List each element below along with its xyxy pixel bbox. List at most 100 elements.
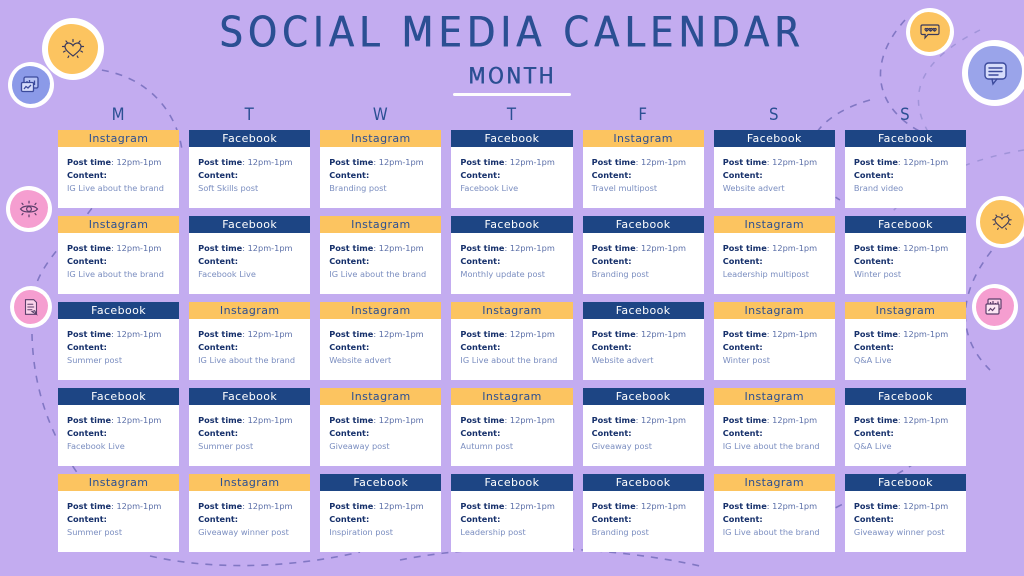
calendar-cell[interactable]: Instagram Post time: 12pm-1pm Content: IG L… xyxy=(451,301,573,380)
content-label: Content: xyxy=(592,513,696,525)
cell-platform-label: Instagram xyxy=(713,387,835,405)
calendar-cell[interactable]: Facebook Post time: 12pm-1pm Content: Websi… xyxy=(582,301,704,380)
cell-body: Post time: 12pm-1pm Content: Leadership po… xyxy=(451,491,572,552)
post-time-line: Post time: 12pm-1pm xyxy=(592,328,696,340)
post-time-line: Post time: 12pm-1pm xyxy=(198,328,302,340)
calendar-cell[interactable]: Facebook Post time: 12pm-1pm Content: Summe… xyxy=(58,301,180,380)
post-time-value: 12pm-1pm xyxy=(903,156,949,167)
content-value: IG Live about the brand xyxy=(198,354,296,365)
content-value: Travel multipost xyxy=(591,182,658,193)
post-time-separator: : xyxy=(897,156,901,167)
calendar-cell[interactable]: Instagram Post time: 12pm-1pm Content: IG L… xyxy=(713,387,835,466)
calendar-cell[interactable]: Instagram Post time: 12pm-1pm Content: Give… xyxy=(320,387,442,466)
calendar-cell[interactable]: Facebook Post time: 12pm-1pm Content: Faceb… xyxy=(189,215,311,294)
post-time-value: 12pm-1pm xyxy=(116,414,162,425)
calendar-cell[interactable]: Facebook Post time: 12pm-1pm Content: Summe… xyxy=(189,387,311,466)
calendar-cell[interactable]: Facebook Post time: 12pm-1pm Content: Month… xyxy=(451,215,573,294)
calendar-cell[interactable]: Facebook Post time: 12pm-1pm Content: Websi… xyxy=(713,129,835,208)
post-time-separator: : xyxy=(635,156,639,167)
content-label: Content: xyxy=(198,427,302,439)
content-label: Content: xyxy=(329,341,433,353)
post-time-label: Post time xyxy=(67,328,112,339)
post-time-value: 12pm-1pm xyxy=(772,414,818,425)
calendar-cell[interactable]: Facebook Post time: 12pm-1pm Content: Brand… xyxy=(844,129,966,208)
post-time-separator: : xyxy=(111,414,114,425)
cell-body: Post time: 12pm-1pm Content: IG Live about… xyxy=(714,405,835,466)
calendar-cell[interactable]: Facebook Post time: 12pm-1pm Content: Inspi… xyxy=(320,473,442,552)
calendar-cell[interactable]: Instagram Post time: 12pm-1pm Content: Give… xyxy=(189,473,311,552)
content-value: Summer post xyxy=(67,526,123,537)
cell-platform-label: Facebook xyxy=(582,473,704,491)
calendar-cell[interactable]: Facebook Post time: 12pm-1pm Content: Faceb… xyxy=(58,387,180,466)
content-label-text: Content: xyxy=(853,428,894,439)
content-value: Inspiration post xyxy=(329,526,393,537)
calendar-cell[interactable]: Facebook Post time: 12pm-1pm Content: Givea… xyxy=(844,473,966,552)
calendar-cell[interactable]: Instagram Post time: 12pm-1pm Content: IG L… xyxy=(189,301,311,380)
calendar-cell[interactable]: Instagram Post time: 12pm-1pm Content: IG L… xyxy=(320,215,442,294)
calendar-cell[interactable]: Instagram Post time: 12pm-1pm Content: Q&A … xyxy=(844,301,966,380)
content-label-text: Content: xyxy=(591,170,632,181)
content-label: Content: xyxy=(198,513,302,525)
content-label: Content: xyxy=(460,427,564,439)
calendar-cell[interactable]: Facebook Post time: 12pm-1pm Content: Winte… xyxy=(844,215,966,294)
cell-body: Post time: 12pm-1pm Content: Brand video xyxy=(845,147,966,208)
calendar-cell[interactable]: Instagram Post time: 12pm-1pm Content: Trav… xyxy=(582,129,704,208)
cell-body: Post time: 12pm-1pm Content: Soft Skills p… xyxy=(189,147,310,208)
post-time-separator: : xyxy=(111,500,114,511)
calendar-cell[interactable]: Facebook Post time: 12pm-1pm Content: Soft … xyxy=(189,129,311,208)
post-time-label: Post time xyxy=(198,328,243,339)
post-time-line: Post time: 12pm-1pm xyxy=(329,156,433,168)
calendar-cell[interactable]: Instagram Post time: 12pm-1pm Content: IG L… xyxy=(58,215,180,294)
content-label: Content: xyxy=(198,169,302,181)
cell-platform-label: Instagram xyxy=(58,129,180,147)
content-value: Website advert xyxy=(329,354,392,365)
content-label: Content: xyxy=(854,255,958,267)
calendar-cell[interactable]: Instagram Post time: 12pm-1pm Content: Summ… xyxy=(58,473,180,552)
post-time-separator: : xyxy=(504,500,508,511)
calendar-cell[interactable]: Facebook Post time: 12pm-1pm Content: Q&A L… xyxy=(844,387,966,466)
post-time-value: 12pm-1pm xyxy=(903,242,949,253)
post-time-value: 12pm-1pm xyxy=(772,500,818,511)
calendar-grid: Instagram Post time: 12pm-1pm Content: IG L… xyxy=(0,123,1024,552)
eye-view-icon xyxy=(10,190,48,228)
calendar-cell[interactable]: Instagram Post time: 12pm-1pm Content: Lead… xyxy=(713,215,835,294)
cell-body: Post time: 12pm-1pm Content: Giveaway post xyxy=(320,405,441,466)
cell-body: Post time: 12pm-1pm Content: Facebook Live xyxy=(189,233,310,294)
post-time-label: Post time xyxy=(591,500,636,511)
calendar-cell[interactable]: Instagram Post time: 12pm-1pm Content: Webs… xyxy=(320,301,442,380)
calendar-cell[interactable]: Facebook Post time: 12pm-1pm Content: Faceb… xyxy=(451,129,573,208)
content-label-text: Content: xyxy=(591,256,632,267)
content-value: IG Live about the brand xyxy=(67,268,164,279)
calendar-cell[interactable]: Instagram Post time: 12pm-1pm Content: Wint… xyxy=(713,301,835,380)
post-time-line: Post time: 12pm-1pm xyxy=(67,242,171,254)
calendar-cell[interactable]: Facebook Post time: 12pm-1pm Content: Givea… xyxy=(582,387,704,466)
post-time-separator: : xyxy=(111,242,114,253)
post-time-label: Post time xyxy=(591,242,636,253)
decor-badge-photo-stack xyxy=(972,284,1018,330)
calendar-cell[interactable]: Instagram Post time: 12pm-1pm Content: Autu… xyxy=(451,387,573,466)
post-time-value: 12pm-1pm xyxy=(378,500,424,511)
post-time-value: 12pm-1pm xyxy=(509,242,555,253)
cell-body: Post time: 12pm-1pm Content: Inspiration p… xyxy=(320,491,441,552)
cell-body: Post time: 12pm-1pm Content: Branding post xyxy=(583,491,704,552)
calendar-cell[interactable]: Facebook Post time: 12pm-1pm Content: Brand… xyxy=(582,473,704,552)
calendar-cell[interactable]: Instagram Post time: 12pm-1pm Content: IG L… xyxy=(58,129,180,208)
calendar-cell[interactable]: Instagram Post time: 12pm-1pm Content: Bran… xyxy=(320,129,442,208)
post-time-value: 12pm-1pm xyxy=(247,414,293,425)
calendar-cell[interactable]: Facebook Post time: 12pm-1pm Content: Brand… xyxy=(582,215,704,294)
photo-stack-icon xyxy=(976,288,1014,326)
post-time-value: 12pm-1pm xyxy=(509,328,555,339)
post-time-label: Post time xyxy=(591,414,636,425)
cell-body: Post time: 12pm-1pm Content: IG Live about… xyxy=(320,233,441,294)
cell-body: Post time: 12pm-1pm Content: Summer post xyxy=(58,491,179,552)
content-label: Content: xyxy=(67,513,171,525)
cell-platform-label: Facebook xyxy=(451,129,573,147)
cell-platform-label: Instagram xyxy=(713,301,835,319)
heart-reactions-bubble-icon xyxy=(910,12,950,52)
post-time-line: Post time: 12pm-1pm xyxy=(854,156,958,168)
post-time-separator: : xyxy=(242,500,245,511)
calendar-cell[interactable]: Facebook Post time: 12pm-1pm Content: Leade… xyxy=(451,473,573,552)
calendar-cell[interactable]: Instagram Post time: 12pm-1pm Content: IG L… xyxy=(713,473,835,552)
post-time-separator: : xyxy=(373,242,377,253)
cell-body: Post time: 12pm-1pm Content: Travel multip… xyxy=(583,147,704,208)
